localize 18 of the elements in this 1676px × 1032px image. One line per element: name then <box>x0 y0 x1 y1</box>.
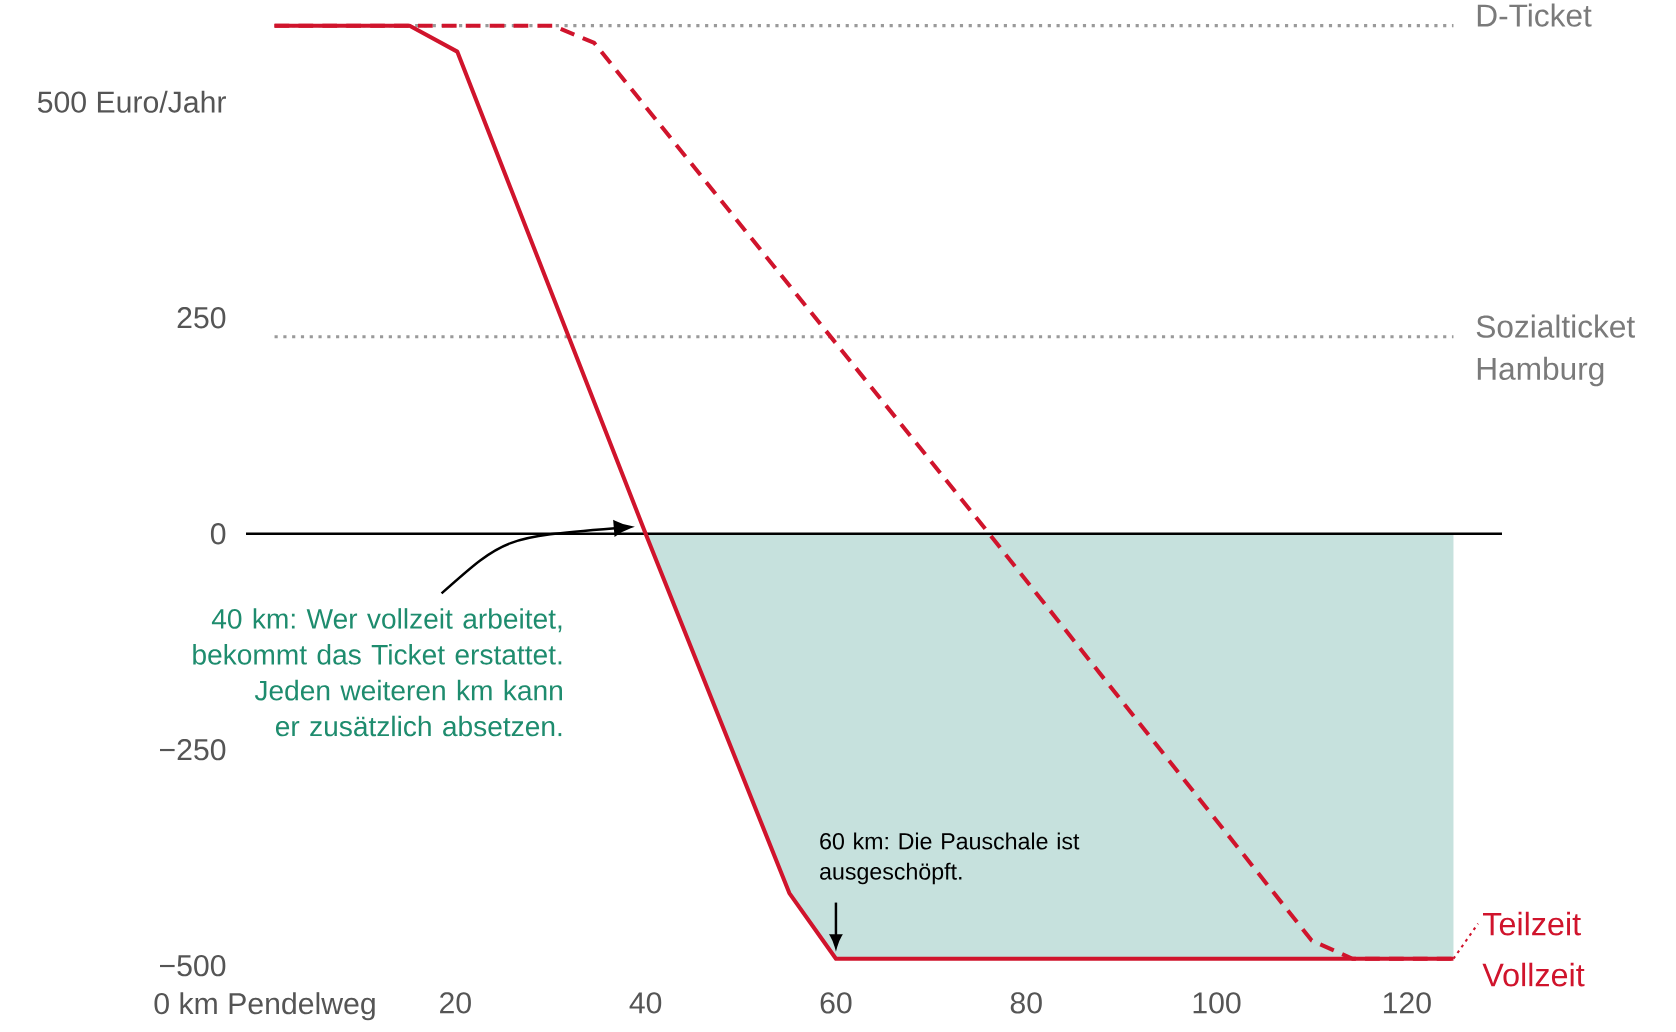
x-tick-label: 20 <box>440 992 471 1014</box>
y-tick-label: 250 <box>177 306 226 329</box>
x-tick-label: 100 <box>1193 992 1241 1014</box>
x-tick-label: 40 <box>629 992 662 1014</box>
y-tick-label: −500 <box>159 954 226 977</box>
ref-line-label: D-Ticket <box>1477 3 1592 27</box>
y-tick-label: −250 <box>159 738 226 761</box>
y-tick-label: 500 Euro/Jahr <box>37 90 226 113</box>
annotation: 40 km: Wer vollzeit arbeitet, bekommt das Ticket erstattet. Jeden weiteren km kann er zusätzlich absetzen. <box>193 608 562 737</box>
x-tick-label: 0 km Pendelweg <box>154 992 375 1021</box>
x-tick-label: 60 <box>820 992 852 1014</box>
y-tick-label: 0 <box>210 522 226 545</box>
ref-line-label: Sozialticket Hamburg <box>1476 314 1635 387</box>
series-label: Vollzeit <box>1482 962 1585 987</box>
legend-label: Teilzeit <box>1483 911 1581 936</box>
annotation: 60 km: Die Pauschale ist ausgeschöpft. <box>820 832 1080 885</box>
x-tick-label: 80 <box>1010 992 1042 1014</box>
x-tick-label: 120 <box>1383 992 1431 1014</box>
